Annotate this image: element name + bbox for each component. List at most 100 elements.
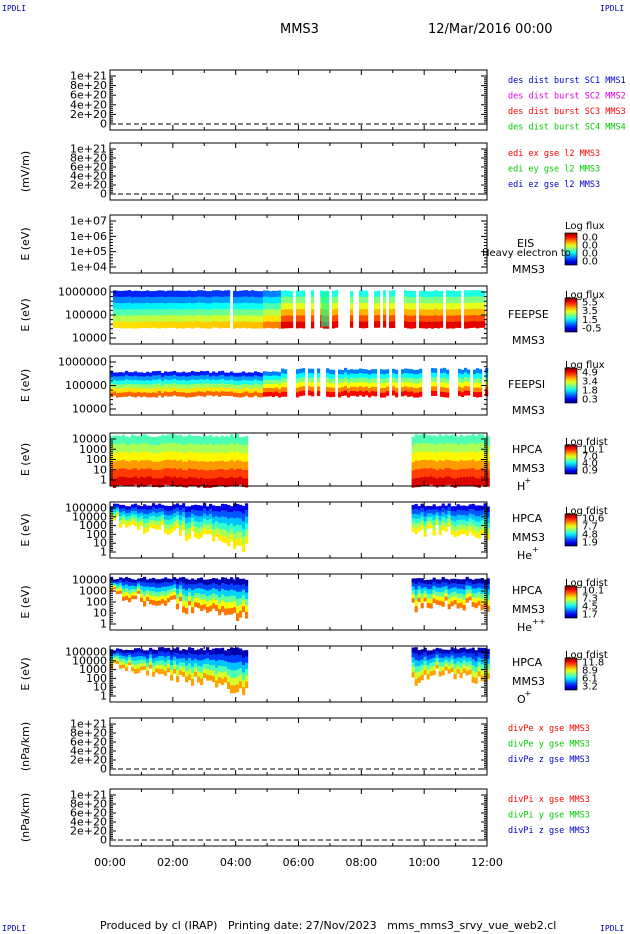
spectro-cell [423,652,427,658]
spectro-cell [140,652,144,657]
spectro-cell [224,602,228,610]
spectro-cell [254,290,258,298]
spectro-cell [137,525,141,530]
spectro-cell [281,382,285,388]
spectro-cell [236,477,240,487]
spectro-cell [441,649,445,655]
spectro-cell [197,533,201,540]
spectro-cell [435,506,439,510]
spectro-cell [149,321,153,329]
spectro-cell [245,290,249,297]
spectro-cell [233,533,237,542]
spectro-cell [179,476,183,486]
spectro-cell [143,434,147,444]
spectro-cell [302,386,306,392]
spectro-cell [158,444,162,454]
spectro-cell [179,592,183,598]
spectro-cell [134,290,138,298]
spectro-cell [299,303,303,310]
spectro-cell [458,382,462,388]
spectro-cell [290,309,294,316]
spectro-cell [221,516,225,524]
spectro-cell [296,383,300,389]
spectro-cell [206,515,210,521]
spectro-cell [146,666,150,672]
spectro-cell [191,477,195,487]
spectro-cell [281,373,285,379]
spectro-cell [477,527,481,534]
colorbar-tick-7-0: 10.1 [582,586,604,597]
spectro-cell [386,391,390,396]
spectro-cell [227,296,231,304]
spectro-cell [465,452,469,461]
spectro-cell [170,675,174,681]
spectro-cell [221,588,225,595]
y-tick-label: 1000 [79,519,107,532]
spectro-cell [275,375,279,380]
spectro-cell [266,375,270,381]
spectro-cell [444,468,448,477]
spectro-cell [122,476,126,486]
overlay-label-2: Heavy electron to [482,248,571,259]
spectro-cell [113,308,117,316]
spectro-cell [464,290,468,298]
spectro-cell [260,309,264,317]
spectro-cell [170,315,174,322]
spectro-cell [176,588,180,595]
spectro-cell [134,371,138,377]
spectro-cell [429,603,433,609]
spectro-cell [459,529,463,535]
spectro-cell [134,460,138,469]
spectro-cell [176,380,180,385]
spectro-cell [278,384,282,390]
spectro-cell [134,522,138,527]
spectro-cell [158,436,162,446]
spectro-cell [158,321,162,329]
spectro-cell [155,596,159,602]
spectro-cell [359,321,363,329]
spectro-cell [179,510,183,516]
spectro-cell [482,303,486,310]
spectro-cell [377,315,381,322]
spectro-cell [218,452,222,462]
spectro-cell [221,672,225,679]
spectro-cell [224,661,228,667]
spectro-cell [194,650,198,655]
spectro-cell [224,391,228,396]
spectro-cell [453,658,457,665]
spectro-cell [432,509,436,516]
spectro-cell [182,662,186,668]
spectro-cell [185,470,189,480]
spectro-cell [281,321,285,329]
spectro-cell [119,372,123,377]
spectro-cell [458,377,462,383]
spectro-cell [344,376,348,382]
corner-bl: IPDLI [2,924,27,933]
spectro-cell [125,370,129,376]
spectro-cell [482,315,486,322]
spectro-cell [140,392,144,398]
spectro-cell [477,578,481,584]
spectro-cell [128,516,132,520]
spectro-cell [326,368,330,374]
spectro-cell [477,591,481,597]
spectro-cell [462,436,466,445]
spectro-cell [167,647,171,653]
colorbar-6 [564,513,578,547]
spectro-cell [450,452,454,462]
spectro-cell [134,656,138,662]
spectro-cell [125,461,129,470]
spectro-cell [155,445,159,454]
spectro-cell [242,315,246,322]
y-tick-label: 10 [93,607,107,620]
spectro-cell [425,315,429,323]
spectro-cell [113,315,117,322]
spectro-cell [392,381,396,387]
spectro-cell [113,581,117,584]
spectro-cell [468,585,472,590]
spectro-cell [155,650,159,655]
spectro-cell [242,657,246,666]
spectro-cell [417,677,421,683]
spectro-cell [215,605,219,611]
spectro-cell [468,589,472,594]
